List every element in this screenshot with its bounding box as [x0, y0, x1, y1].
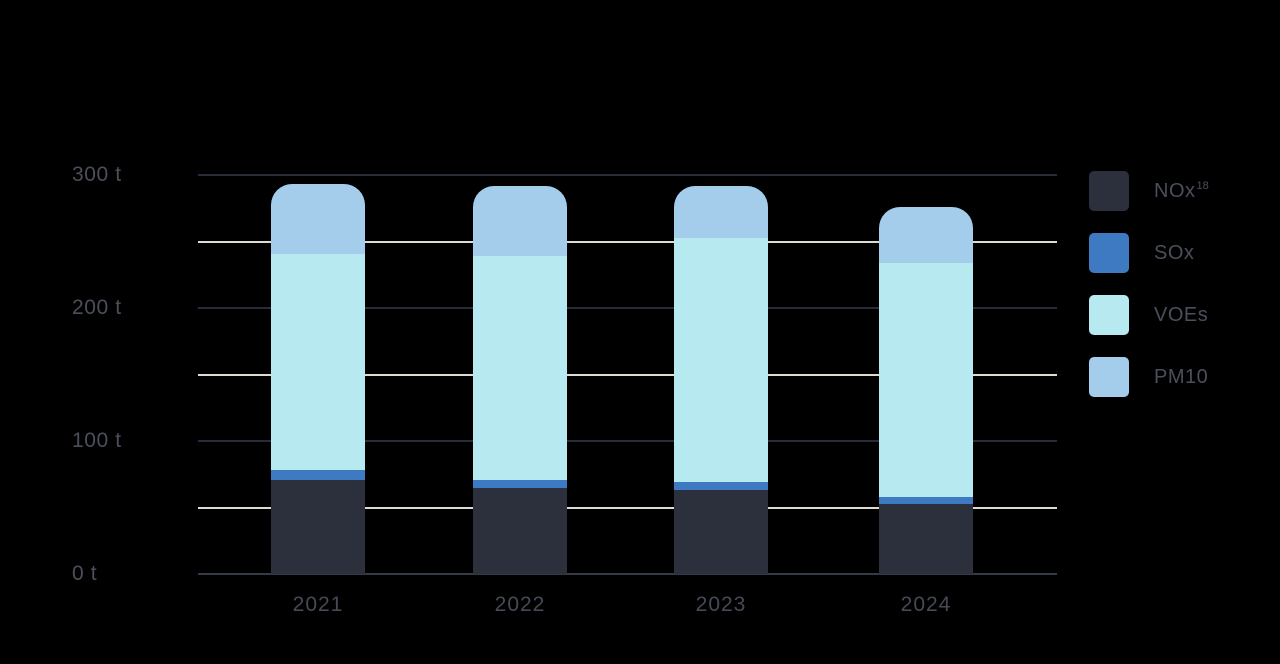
- gridline-300t: [198, 174, 1057, 176]
- gridline-100t: [198, 440, 1057, 442]
- y-tick-label-100t: 100 t: [72, 429, 122, 452]
- bar-2023-nox-segment: [674, 490, 768, 574]
- plot-area: 2021 2022 2023 2024: [198, 174, 1057, 616]
- y-tick-label-0t: 0 t: [72, 562, 98, 585]
- legend-label-pm10: PM10: [1154, 365, 1209, 388]
- x-tick-label-2021: 2021: [292, 593, 344, 616]
- gridline-200t: [198, 307, 1057, 309]
- legend-swatch-pm10: [1089, 357, 1129, 397]
- bar-2024: [879, 206, 973, 574]
- bar-2022-pm10-segment: [473, 185, 567, 257]
- legend-footnote-marker-nox: 18: [1196, 179, 1209, 192]
- legend-label-voes: VOEs: [1154, 303, 1209, 326]
- legend-label-nox: NOx18: [1154, 179, 1209, 202]
- legend-swatch-nox: [1089, 171, 1129, 211]
- bar-2024-sox-segment: [879, 496, 973, 504]
- legend-label-sox: SOx: [1154, 241, 1195, 264]
- bar-2021: [271, 184, 365, 574]
- bar-2024-pm10-segment: [879, 206, 973, 263]
- bar-2024-nox-segment: [879, 503, 973, 574]
- legend-item-voes: VOEs: [1089, 295, 1209, 335]
- gridline-50t: [198, 506, 1057, 509]
- legend-swatch-sox: [1089, 233, 1129, 273]
- legend-swatch-voes: [1089, 295, 1129, 335]
- legend: NOx18 SOx VOEs PM10: [1089, 171, 1209, 397]
- x-tick-label-2022: 2022: [494, 593, 546, 616]
- x-tick-label-2023: 2023: [695, 593, 747, 616]
- y-tick-label-300t: 300 t: [72, 163, 122, 186]
- gridline-0t: [198, 573, 1057, 575]
- bar-2023: [674, 185, 768, 574]
- legend-item-sox: SOx: [1089, 233, 1209, 273]
- bar-2021-nox-segment: [271, 479, 365, 574]
- bar-2022-sox-segment: [473, 479, 567, 488]
- gridlines-layer: [198, 174, 1057, 575]
- bar-2023-pm10-segment: [674, 185, 768, 238]
- bar-2021-voes-segment: [271, 253, 365, 471]
- gridline-150t: [198, 373, 1057, 376]
- bar-2022-voes-segment: [473, 256, 567, 480]
- bar-2021-pm10-segment: [271, 184, 365, 254]
- bar-2022: [473, 185, 567, 574]
- bar-2021-sox-segment: [271, 470, 365, 480]
- bar-2022-nox-segment: [473, 487, 567, 574]
- bar-2023-voes-segment: [674, 237, 768, 483]
- x-axis-labels: 2021 2022 2023 2024: [198, 175, 1057, 616]
- gridline-250t: [198, 240, 1057, 243]
- legend-item-nox: NOx18: [1089, 171, 1209, 211]
- legend-item-pm10: PM10: [1089, 357, 1209, 397]
- x-tick-label-2024: 2024: [900, 593, 952, 616]
- bars-layer: [198, 175, 1057, 574]
- y-tick-label-200t: 200 t: [72, 296, 122, 319]
- bar-2024-voes-segment: [879, 262, 973, 497]
- bar-2023-sox-segment: [674, 482, 768, 491]
